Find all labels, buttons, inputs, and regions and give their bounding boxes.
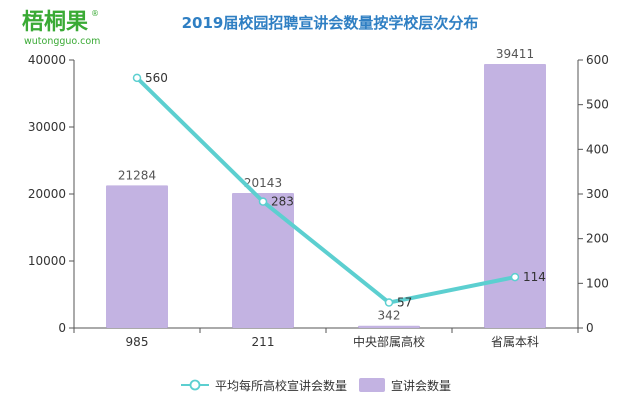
right-tick-label: 600 (586, 53, 609, 67)
line-value-label: 283 (271, 195, 294, 209)
right-tick-label: 500 (586, 98, 609, 112)
line-point[interactable] (510, 272, 520, 282)
right-axis-ticks: 0 100 200 300 400 500 600 (578, 53, 609, 335)
bar-value-label: 21284 (118, 168, 156, 182)
x-tick-label: 211 (252, 335, 275, 349)
left-tick-label: 20000 (28, 187, 66, 201)
right-tick-label: 200 (586, 232, 609, 246)
line-point[interactable] (384, 298, 394, 307)
chart-title: 2019届校园招聘宣讲会数量按学校层次分布 (182, 14, 479, 32)
x-tick-label: 省属本科 (491, 335, 539, 349)
right-tick-label: 0 (586, 321, 594, 335)
logo-text: 梧桐果 (22, 10, 88, 35)
line-value-label: 114 (523, 270, 546, 284)
left-axis-ticks: 0 10000 20000 30000 40000 (28, 53, 74, 335)
line-series: 560 283 57 114 (132, 71, 546, 310)
bar-data-labels: 21284 20143 342 39411 (118, 47, 534, 323)
line-point[interactable] (132, 73, 142, 83)
left-tick-label: 30000 (28, 120, 66, 134)
right-tick-label: 300 (586, 187, 609, 201)
left-tick-label: 10000 (28, 254, 66, 268)
x-axis-ticks: 985 211 中央部属高校 省属本科 (73, 328, 579, 349)
bar-series (106, 63, 546, 329)
legend: 平均每所高校宣讲会数量 宣讲会数量 (181, 378, 451, 393)
line-path (135, 75, 517, 305)
bar[interactable] (358, 325, 420, 328)
line-value-label: 560 (145, 71, 168, 85)
legend-item-bar[interactable]: 宣讲会数量 (359, 378, 451, 393)
x-tick-label: 985 (126, 335, 149, 349)
legend-label-line: 平均每所高校宣讲会数量 (215, 378, 347, 393)
right-tick-label: 100 (586, 276, 609, 290)
line-value-label: 57 (397, 296, 412, 310)
legend-label-bar: 宣讲会数量 (391, 378, 451, 393)
logo-url: wutongguo.com (24, 36, 100, 47)
bar[interactable] (232, 193, 294, 328)
legend-item-line[interactable]: 平均每所高校宣讲会数量 (181, 378, 347, 393)
bar-value-label: 342 (378, 309, 401, 323)
line-point[interactable] (258, 197, 268, 206)
left-tick-label: 40000 (28, 53, 66, 67)
right-tick-label: 400 (586, 142, 609, 156)
logo-registered-mark: ® (91, 9, 99, 18)
x-tick-label: 中央部属高校 (353, 334, 425, 349)
bar[interactable] (484, 63, 546, 329)
bar[interactable] (106, 185, 168, 328)
bar-value-label: 39411 (496, 47, 534, 61)
legend-line-marker (189, 379, 201, 391)
left-tick-label: 0 (58, 321, 66, 335)
legend-bar-swatch (359, 378, 385, 392)
logo: 梧桐果 ® wutongguo.com (22, 9, 100, 47)
bar-value-label: 20143 (244, 176, 282, 190)
